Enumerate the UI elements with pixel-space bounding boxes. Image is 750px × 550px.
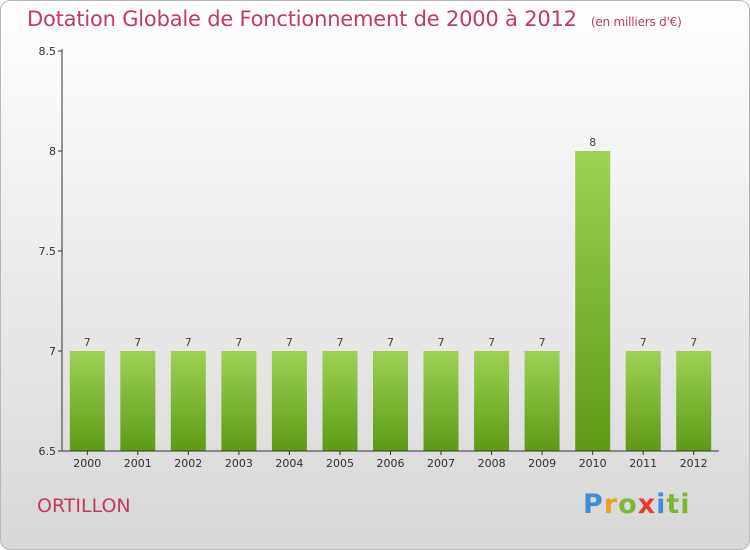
title-unit: (en milliers d'€) xyxy=(590,15,682,29)
value-label-2009: 7 xyxy=(539,336,546,349)
chart-title: Dotation Globale de Fonctionnement de 20… xyxy=(27,7,682,31)
value-label-2010: 8 xyxy=(589,136,596,149)
logo-letter: x xyxy=(637,489,657,520)
bar-2006 xyxy=(373,351,408,451)
proxiti-logo: Proxiti xyxy=(583,489,691,520)
y-tick-label: 8.5 xyxy=(39,45,57,58)
value-label-2006: 7 xyxy=(387,336,394,349)
y-tick-label: 7.5 xyxy=(39,245,57,258)
bar-2003 xyxy=(221,351,257,451)
commune-name: ORTILLON xyxy=(37,495,131,517)
axes-group: 2000 2001 2002 2003 2004 2005 2006 2007 2008 2009… xyxy=(39,45,719,470)
value-label-2001: 7 xyxy=(134,336,141,349)
value-label-2005: 7 xyxy=(337,336,344,349)
x-tick-label-2006: 2006 xyxy=(377,457,405,470)
bar-2012 xyxy=(676,351,712,451)
x-tick-label-2001: 2001 xyxy=(124,457,152,470)
x-tick-label-2012: 2012 xyxy=(680,457,708,470)
bar-2007 xyxy=(423,351,459,451)
x-tick-label-2002: 2002 xyxy=(174,457,202,470)
x-tick-label-2008: 2008 xyxy=(478,457,506,470)
bar-2001 xyxy=(120,351,156,451)
value-label-2007: 7 xyxy=(438,336,445,349)
title-text: Dotation Globale de Fonctionnement de 20… xyxy=(27,7,577,31)
logo-letter: i xyxy=(656,489,667,520)
value-label-2003: 7 xyxy=(235,336,242,349)
x-tick-label-2000: 2000 xyxy=(73,457,101,470)
bar-2004 xyxy=(271,351,307,451)
x-tick-label-2009: 2009 xyxy=(528,457,556,470)
bar-2005 xyxy=(322,351,358,451)
value-label-2011: 7 xyxy=(640,336,647,349)
x-tick-label-2007: 2007 xyxy=(427,457,455,470)
x-tick-label-2010: 2010 xyxy=(579,457,607,470)
bar-2010 xyxy=(575,151,611,451)
x-tick-label-2005: 2005 xyxy=(326,457,354,470)
value-label-2000: 7 xyxy=(84,336,91,349)
value-label-2012: 7 xyxy=(690,336,697,349)
y-tick-label: 6.5 xyxy=(39,445,57,458)
logo-letter: P xyxy=(583,489,604,520)
x-tick-label-2003: 2003 xyxy=(225,457,253,470)
value-label-2008: 7 xyxy=(488,336,495,349)
value-label-2002: 7 xyxy=(185,336,192,349)
bar-2011 xyxy=(625,351,661,451)
y-tick-label: 7 xyxy=(49,345,56,358)
bar-2009 xyxy=(524,351,560,451)
bar-2002 xyxy=(170,351,206,451)
logo-letter: o xyxy=(618,489,638,520)
y-tick-label: 8 xyxy=(49,145,56,158)
logo-letter: r xyxy=(603,489,619,520)
bars-group: 7 7 7 7 7 7 7 7 7 7 8 7 7 xyxy=(69,136,712,451)
bar-2008 xyxy=(474,351,510,451)
value-label-2004: 7 xyxy=(286,336,293,349)
x-tick-label-2004: 2004 xyxy=(275,457,303,470)
x-tick-label-2011: 2011 xyxy=(629,457,657,470)
bar-2000 xyxy=(69,351,105,451)
logo-letter: ti xyxy=(666,489,691,520)
